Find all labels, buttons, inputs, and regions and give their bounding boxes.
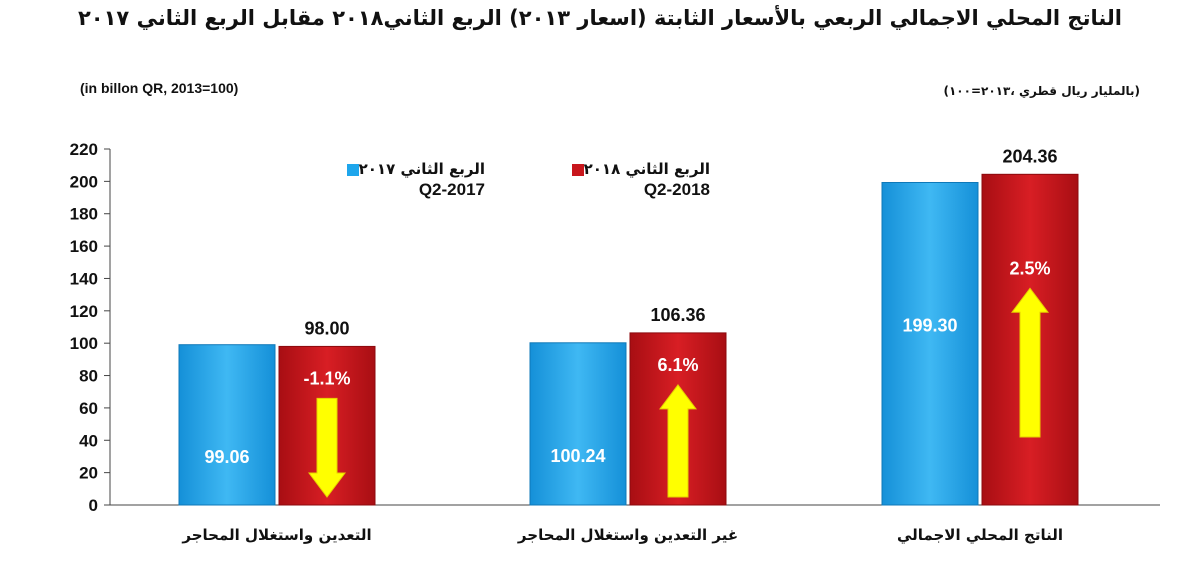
legend-label-arabic: الربع الثاني ٢٠١٧	[358, 160, 485, 178]
x-category-label: الناتج المحلي الاجمالي	[897, 526, 1063, 544]
legend-label-english: Q2-2018	[643, 180, 710, 199]
change-percent-label: -1.1%	[303, 368, 350, 388]
data-label-q2-2018: 98.00	[304, 318, 349, 338]
y-tick-label: 0	[89, 496, 98, 515]
change-percent-label: 2.5%	[1009, 258, 1050, 278]
y-tick-label: 220	[70, 140, 98, 159]
bar-q2-2017	[529, 342, 627, 506]
y-tick-label: 120	[70, 302, 98, 321]
x-category-label: غير التعدين واستغلال المحاجر	[517, 526, 738, 544]
data-label-q2-2017: 99.06	[204, 447, 249, 467]
data-label-q2-2018: 204.36	[1002, 146, 1057, 166]
chart-title: الناتج المحلي الاجمالي الربعي بالأسعار ا…	[77, 6, 1122, 30]
change-percent-label: 6.1%	[657, 355, 698, 375]
legend-item-q2-2018: الربع الثاني ٢٠١٨ Q2-2018	[545, 160, 710, 200]
legend-swatch-q2-2018	[571, 163, 584, 176]
legend-swatch-q2-2017	[346, 163, 359, 176]
bar-q2-2017	[881, 181, 979, 506]
y-tick-label: 200	[70, 172, 98, 191]
unit-label-arabic: (بالمليار ريال قطري ،٢٠١٣=١٠٠)	[943, 84, 1140, 98]
bar-q2-2017	[178, 344, 276, 506]
data-label-q2-2017: 199.30	[902, 316, 957, 336]
legend-label-arabic: الربع الثاني ٢٠١٨	[583, 160, 710, 178]
legend-item-q2-2017: الربع الثاني ٢٠١٧ Q2-2017	[320, 160, 485, 200]
y-tick-label: 20	[79, 464, 98, 483]
y-tick-label: 60	[79, 399, 98, 418]
arrow-up-icon	[1011, 287, 1049, 438]
data-label-q2-2018: 106.36	[650, 305, 705, 325]
y-tick-label: 180	[70, 205, 98, 224]
legend-label-english: Q2-2017	[418, 180, 485, 199]
y-tick-label: 160	[70, 237, 98, 256]
y-tick-label: 80	[79, 367, 98, 386]
y-tick-label: 100	[70, 334, 98, 353]
data-label-q2-2017: 100.24	[550, 446, 605, 466]
x-category-label: التعدين واستغلال المحاجر	[181, 526, 371, 544]
y-tick-label: 140	[70, 269, 98, 288]
unit-label-english: (in billon QR, 2013=100)	[80, 80, 239, 96]
arrow-up-icon	[659, 384, 697, 498]
arrow-down-icon	[308, 397, 346, 498]
y-tick-label: 40	[79, 431, 98, 450]
